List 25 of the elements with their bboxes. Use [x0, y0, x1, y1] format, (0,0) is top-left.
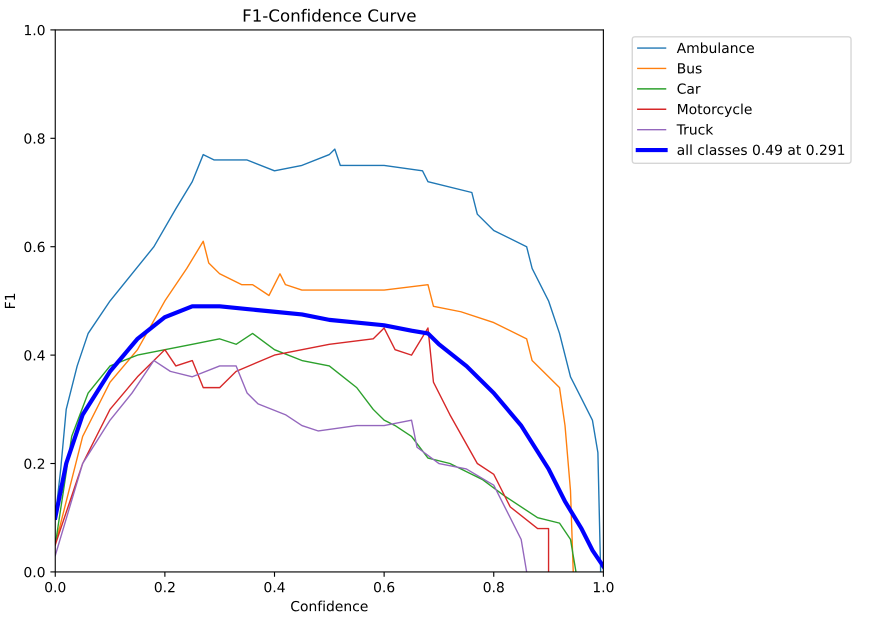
y-tick-label: 1.0	[24, 24, 45, 36]
line-series	[55, 240, 574, 572]
line-series	[55, 360, 528, 572]
y-tick-label: 0.4	[24, 350, 45, 361]
chart-title: F1-Confidence Curve	[244, 8, 416, 22]
legend-label: all classes 0.49 at 0.291	[678, 144, 844, 156]
x-tick-label: 0.8	[484, 582, 504, 592]
legend-label: Bus	[678, 63, 702, 74]
x-axis-title: Confidence	[291, 600, 368, 612]
line-series	[55, 304, 604, 569]
y-tick-label: 0.0	[24, 566, 45, 578]
x-tick-label: 0.2	[154, 582, 175, 592]
x-tick-label: 0.4	[264, 582, 285, 592]
x-tick-label: 0.6	[374, 582, 394, 592]
line-series	[55, 148, 602, 572]
y-tick-label: 0.2	[24, 458, 44, 469]
x-tick-label: 1.0	[594, 582, 614, 592]
legend-label: Car	[677, 83, 701, 94]
y-axis-title: F1	[4, 294, 15, 308]
y-tick-label: 0.6	[24, 242, 45, 252]
x-tick-label: 0.0	[45, 582, 66, 592]
legend-label: Ambulance	[676, 42, 754, 54]
legend-label: Motorcycle	[678, 104, 752, 118]
y-tick-label: 0.8	[24, 133, 45, 144]
legend-label: Truck	[676, 124, 714, 135]
